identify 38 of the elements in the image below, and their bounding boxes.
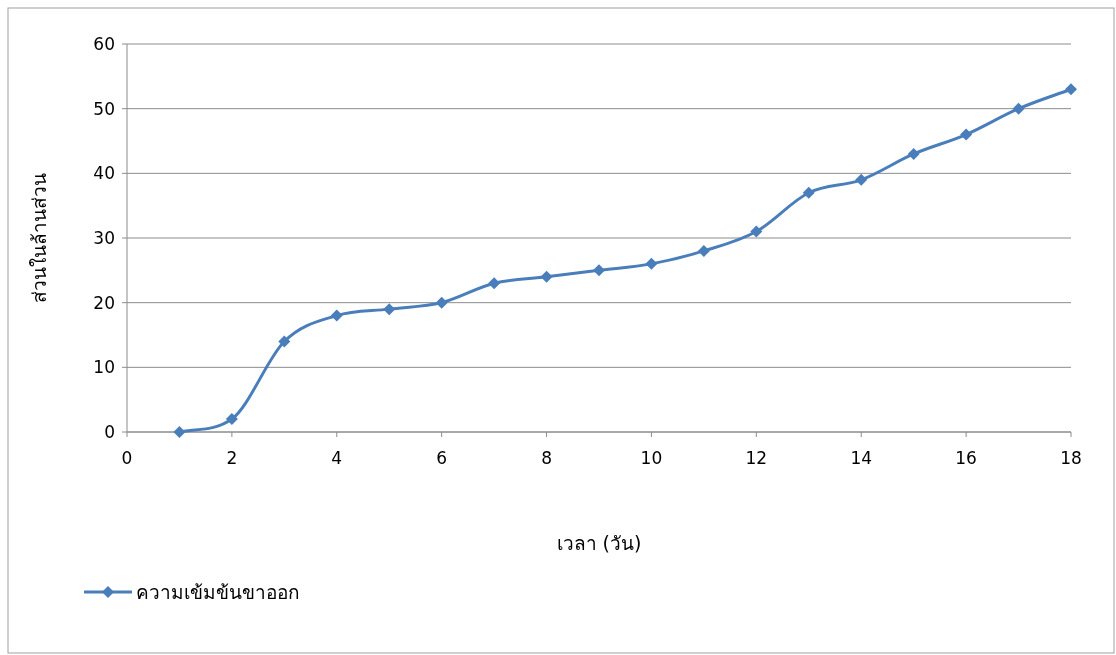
point bbox=[697, 244, 710, 257]
point bbox=[488, 277, 501, 290]
legend-label: ความเข้มข้นขาออก bbox=[136, 581, 300, 603]
point bbox=[540, 270, 553, 283]
x-axis-title: เวลา (วัน) bbox=[556, 532, 642, 554]
point bbox=[225, 413, 238, 426]
x-tick-label: 10 bbox=[640, 448, 663, 468]
point bbox=[750, 225, 763, 238]
x-tick-label: 0 bbox=[121, 448, 133, 468]
point bbox=[802, 186, 815, 199]
point bbox=[593, 264, 605, 277]
x-tick-label: 6 bbox=[436, 448, 448, 468]
y-tick-label: 60 bbox=[93, 34, 115, 54]
y-axis-title: ส่วนในล้านส่วน bbox=[28, 173, 50, 303]
x-tick-label: 12 bbox=[745, 448, 768, 468]
x-tick-label: 18 bbox=[1060, 448, 1082, 468]
point bbox=[173, 426, 186, 438]
point bbox=[907, 147, 920, 160]
point bbox=[1012, 102, 1025, 115]
point bbox=[435, 296, 448, 309]
y-tick-label: 20 bbox=[93, 292, 115, 313]
x-tick-label: 16 bbox=[955, 448, 977, 468]
y-tick-label: 50 bbox=[93, 98, 115, 119]
x-tick-label: 2 bbox=[226, 448, 238, 468]
point bbox=[960, 128, 973, 141]
y-tick-label: 10 bbox=[93, 357, 115, 378]
point bbox=[330, 309, 343, 322]
x-tick-label: 8 bbox=[541, 448, 552, 468]
y-tick-label: 30 bbox=[93, 228, 115, 248]
x-tick-label: 14 bbox=[850, 448, 873, 468]
point bbox=[383, 303, 396, 316]
point bbox=[855, 173, 868, 186]
point bbox=[645, 257, 658, 270]
point bbox=[278, 335, 291, 348]
y-tick-label: 40 bbox=[93, 163, 115, 184]
y-tick-label: 0 bbox=[104, 422, 115, 442]
x-tick-label: 4 bbox=[331, 448, 343, 468]
point bbox=[1065, 83, 1077, 96]
